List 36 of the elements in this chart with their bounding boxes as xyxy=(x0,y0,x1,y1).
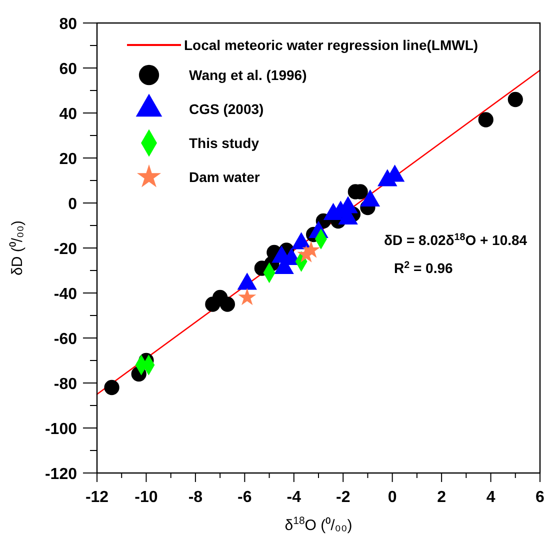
x-tick-label: -4 xyxy=(286,489,302,506)
y-tick-label: -60 xyxy=(54,331,78,348)
legend-label: This study xyxy=(189,135,260,151)
legend-label: CGS (2003) xyxy=(189,101,264,117)
point xyxy=(220,296,236,312)
legend-label: Local meteoric water regression line(LMWL) xyxy=(184,37,478,53)
x-tick-label: 2 xyxy=(437,489,446,506)
x-tick-label: 6 xyxy=(536,489,545,506)
y-axis-title: δD (⁰/₀₀) xyxy=(9,220,26,276)
point xyxy=(104,380,120,396)
point xyxy=(302,240,320,258)
y-tick-label: -120 xyxy=(44,466,78,483)
legend-label: Dam water xyxy=(189,169,260,185)
x-tick-label: -6 xyxy=(238,489,252,506)
annotation: R$^{2}$ = 0.96 xyxy=(394,260,453,276)
y-tick-label: -80 xyxy=(54,376,78,393)
legend-label: Wang et al. (1996) xyxy=(189,67,307,83)
x-tick-label: -10 xyxy=(134,489,158,506)
x-tick-label: -2 xyxy=(336,489,350,506)
y-tick-label: -40 xyxy=(54,286,78,303)
annotation: δD = 8.02δ$^{18}$O + 10.84 xyxy=(384,232,528,248)
x-tick-label: 4 xyxy=(486,489,496,506)
point xyxy=(478,112,494,128)
y-tick-label: 40 xyxy=(59,106,78,123)
x-axis-title: δ$^{18}$O (⁰/₀₀) xyxy=(284,515,352,534)
y-tick-label: 20 xyxy=(59,151,78,168)
point xyxy=(238,288,256,306)
x-tick-label: -8 xyxy=(188,489,203,506)
y-tick-label: -100 xyxy=(44,421,78,438)
y-tick-label: -20 xyxy=(54,241,78,258)
point xyxy=(508,92,523,108)
y-tick-label: 0 xyxy=(68,196,78,213)
y-tick-label: 80 xyxy=(59,16,78,33)
y-tick-label: 60 xyxy=(59,61,78,78)
x-tick-label: 0 xyxy=(388,489,397,506)
x-tick-label: -12 xyxy=(85,489,109,506)
